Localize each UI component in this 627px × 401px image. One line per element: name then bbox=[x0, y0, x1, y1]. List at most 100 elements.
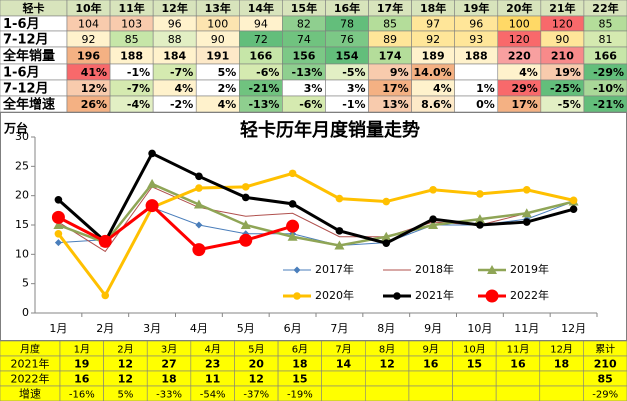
legend-marker bbox=[293, 266, 301, 274]
cell-value: 12 bbox=[379, 358, 394, 371]
point bbox=[98, 234, 112, 248]
point bbox=[241, 193, 250, 202]
x-tick-label: 12月 bbox=[561, 322, 586, 335]
cell-value: -33% bbox=[156, 390, 182, 401]
chart-frame bbox=[0, 112, 627, 341]
cell-value: -29% bbox=[593, 66, 624, 79]
header-text: 1月 bbox=[74, 344, 90, 356]
header-text: 10月 bbox=[463, 344, 486, 356]
y-tick-label: 10 bbox=[15, 247, 29, 260]
row-label: 7-12月 bbox=[3, 33, 49, 48]
cell-value: -54% bbox=[200, 390, 226, 401]
cell bbox=[365, 370, 410, 387]
row-label: 2021年 bbox=[11, 357, 50, 371]
header-text: 19年 bbox=[463, 1, 489, 15]
chart-title: 轻卡历年月度销量走势 bbox=[240, 119, 420, 141]
header-text: 11月 bbox=[507, 344, 530, 356]
point bbox=[145, 199, 159, 213]
cell-value: 41% bbox=[81, 66, 107, 79]
cell bbox=[452, 385, 497, 401]
cell-value: -6% bbox=[256, 66, 279, 79]
cell-value: 23 bbox=[205, 358, 220, 371]
y-tick-label: 20 bbox=[15, 189, 29, 202]
point bbox=[521, 208, 532, 218]
cell bbox=[365, 385, 410, 401]
cell-value: 16 bbox=[423, 358, 439, 371]
x-tick-label: 11月 bbox=[514, 322, 539, 335]
cell-value: 85 bbox=[598, 18, 612, 31]
header-text: 月度 bbox=[20, 343, 40, 356]
row-label: 增速 bbox=[19, 387, 41, 401]
cell-value: 76 bbox=[340, 33, 354, 46]
cell-value: 2% bbox=[218, 82, 237, 95]
point bbox=[195, 172, 203, 181]
x-tick-label: 5月 bbox=[237, 322, 255, 335]
cell-value: 12 bbox=[249, 373, 264, 386]
cell bbox=[408, 370, 453, 387]
point bbox=[429, 215, 437, 223]
point bbox=[147, 178, 158, 188]
point bbox=[195, 221, 203, 229]
cell-value: -5% bbox=[342, 66, 365, 79]
x-tick-label: 7月 bbox=[330, 322, 348, 335]
cell-value: 72 bbox=[254, 33, 268, 46]
cell-value: 104 bbox=[78, 18, 99, 31]
cell bbox=[454, 63, 499, 81]
x-tick-label: 4月 bbox=[190, 322, 208, 335]
header-text: 10年 bbox=[75, 1, 101, 15]
row-label: 1-6月 bbox=[3, 17, 40, 32]
legend-marker bbox=[293, 292, 301, 300]
legend-marker bbox=[485, 289, 499, 303]
x-tick-label: 9月 bbox=[424, 322, 442, 335]
point bbox=[148, 149, 156, 158]
cell-value: 85 bbox=[598, 373, 613, 386]
cell-value: 4% bbox=[433, 82, 452, 95]
point bbox=[193, 199, 204, 209]
header-text: 11年 bbox=[118, 1, 144, 15]
point bbox=[195, 184, 203, 192]
cell-value: 93 bbox=[469, 33, 483, 46]
cell-value: -1% bbox=[342, 98, 365, 111]
cell-value: -7% bbox=[127, 82, 150, 95]
cell-value: 196 bbox=[77, 50, 100, 63]
cell-value: 9% bbox=[390, 66, 409, 79]
cell-value: 26% bbox=[81, 98, 107, 111]
cell-value: 19 bbox=[74, 358, 89, 371]
point bbox=[239, 233, 253, 247]
cell-value: 166 bbox=[594, 50, 617, 63]
cell-value: 17% bbox=[512, 98, 538, 111]
cell-value: 18 bbox=[554, 358, 569, 371]
header-text: 17年 bbox=[377, 1, 403, 15]
cell-value: 92 bbox=[82, 33, 96, 46]
x-tick-label: 3月 bbox=[143, 322, 161, 335]
cell-value: 120 bbox=[509, 33, 530, 46]
header-text: 9月 bbox=[423, 344, 439, 356]
x-tick-label: 6月 bbox=[284, 322, 302, 335]
legend-label: 2021年 bbox=[415, 288, 454, 302]
cell-value: -1% bbox=[127, 66, 150, 79]
cell-value: 11 bbox=[205, 373, 220, 386]
header-text: 20年 bbox=[506, 1, 532, 15]
cell-value: 3% bbox=[304, 82, 323, 95]
y-tick-label: 25 bbox=[15, 159, 29, 172]
cell-value: 1% bbox=[476, 82, 495, 95]
header-text: 2月 bbox=[117, 344, 133, 356]
point bbox=[522, 218, 531, 226]
cell-value: 191 bbox=[206, 50, 229, 63]
cell-value: -4% bbox=[127, 98, 150, 111]
header-text: 7月 bbox=[335, 344, 351, 356]
cell-value: 96 bbox=[469, 18, 483, 31]
cell-value: 5% bbox=[117, 390, 133, 401]
cell bbox=[539, 385, 584, 401]
cell-value: -7% bbox=[170, 66, 193, 79]
cell-value: 88 bbox=[168, 33, 182, 46]
point bbox=[334, 240, 345, 250]
cell bbox=[321, 370, 366, 387]
point bbox=[286, 219, 300, 233]
point bbox=[240, 220, 251, 229]
header-text: 21年 bbox=[549, 1, 575, 15]
cell-value: 94 bbox=[254, 18, 268, 31]
cell-value: -19% bbox=[287, 390, 313, 401]
header-text: 累计 bbox=[595, 343, 615, 356]
point bbox=[53, 220, 64, 229]
